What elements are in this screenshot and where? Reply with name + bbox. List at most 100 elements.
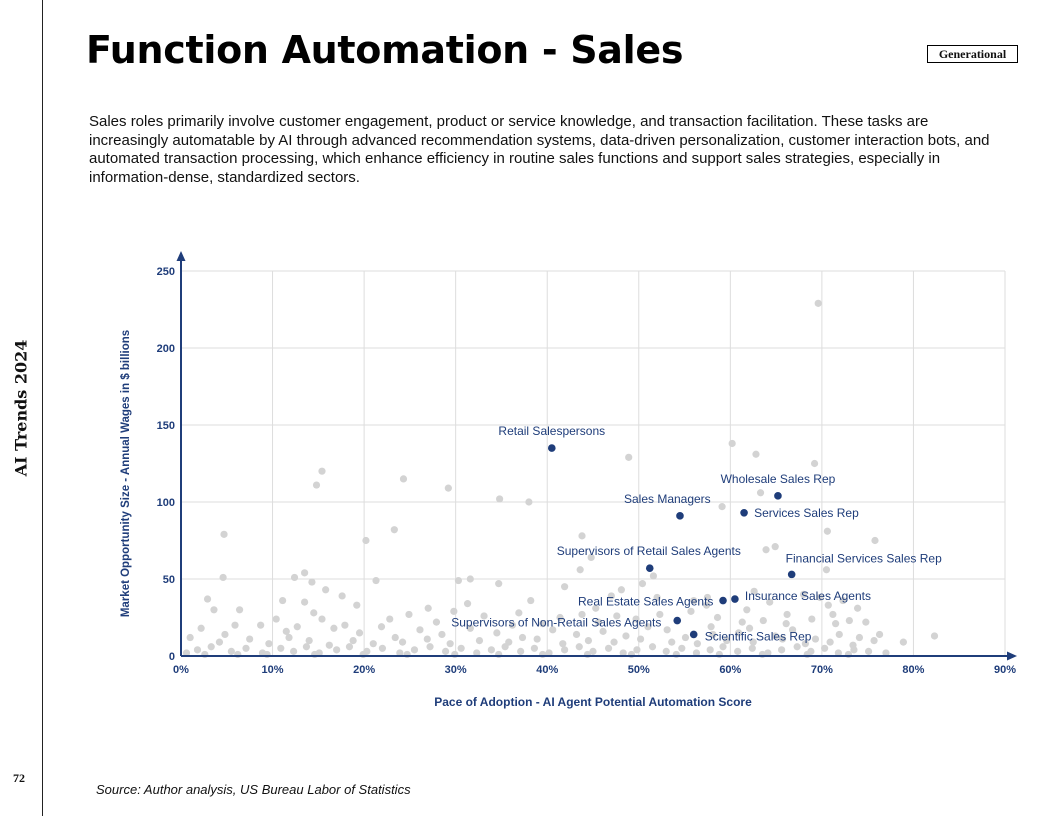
- background-point: [444, 484, 452, 492]
- background-point: [305, 637, 313, 645]
- background-point: [308, 578, 316, 586]
- background-point: [788, 626, 797, 634]
- background-point: [576, 566, 584, 574]
- background-point: [301, 598, 309, 606]
- background-point: [728, 439, 736, 448]
- background-point: [312, 481, 321, 489]
- x-tick-label: 10%: [262, 664, 284, 676]
- background-point: [518, 633, 527, 642]
- background-point: [293, 623, 301, 631]
- point-label: Scientific Sales Rep: [705, 629, 812, 643]
- background-point: [619, 649, 627, 657]
- background-point: [745, 624, 754, 632]
- background-point: [633, 646, 641, 654]
- background-point: [752, 450, 760, 458]
- x-tick-label: 60%: [719, 664, 741, 676]
- background-points: [182, 299, 939, 659]
- background-point: [771, 632, 779, 640]
- background-point: [353, 601, 361, 609]
- x-axis-arrow: [1007, 651, 1017, 661]
- background-point: [644, 623, 652, 631]
- side-divider: [42, 0, 43, 816]
- background-point: [227, 647, 235, 655]
- background-point: [663, 626, 671, 634]
- background-point: [607, 592, 615, 600]
- background-point: [829, 610, 837, 619]
- background-point: [390, 526, 398, 534]
- background-point: [749, 638, 757, 646]
- background-point: [463, 600, 472, 608]
- y-tick-label: 50: [163, 574, 175, 586]
- background-point: [693, 640, 701, 648]
- y-tick-label: 150: [157, 420, 175, 432]
- background-point: [832, 620, 840, 628]
- x-tick-label: 70%: [811, 664, 833, 676]
- background-point: [707, 623, 715, 631]
- background-point: [533, 635, 541, 643]
- background-point: [265, 640, 273, 648]
- background-point: [584, 637, 593, 645]
- background-point: [738, 618, 746, 626]
- background-point: [246, 635, 254, 643]
- background-point: [592, 604, 600, 612]
- background-point: [517, 647, 525, 655]
- point-label: Sales Managers: [624, 492, 711, 506]
- highlighted-point: [645, 564, 654, 573]
- point-label: Real Estate Sales Agents: [578, 595, 713, 609]
- background-point: [719, 643, 727, 651]
- background-point: [302, 643, 311, 651]
- background-point: [423, 635, 431, 643]
- background-point: [823, 527, 831, 535]
- background-point: [193, 646, 202, 654]
- x-axis-label: Pace of Adoption - AI Agent Potential Au…: [434, 695, 752, 709]
- background-point: [826, 638, 834, 646]
- background-point: [613, 612, 621, 620]
- background-point: [750, 587, 758, 595]
- background-point: [875, 630, 884, 639]
- background-point: [801, 640, 810, 648]
- background-point: [322, 586, 330, 594]
- background-point: [441, 647, 450, 655]
- point-label: Services Sales Rep: [754, 506, 859, 520]
- background-point: [257, 621, 265, 629]
- background-point: [508, 621, 517, 629]
- chart-grid: [181, 270, 1006, 656]
- background-point: [473, 649, 481, 657]
- background-point: [871, 536, 879, 545]
- background-point: [318, 467, 326, 475]
- background-point: [656, 610, 664, 619]
- background-point: [285, 633, 293, 642]
- background-point: [231, 621, 239, 629]
- background-point: [457, 644, 465, 652]
- background-point: [235, 606, 244, 614]
- background-point: [766, 598, 774, 606]
- y-tick-label: 100: [157, 497, 175, 509]
- background-point: [839, 596, 847, 605]
- background-point: [703, 593, 712, 602]
- background-point: [713, 613, 722, 622]
- background-point: [578, 610, 586, 619]
- background-point: [810, 459, 819, 468]
- background-point: [432, 618, 441, 626]
- background-point: [743, 606, 751, 614]
- background-point: [687, 607, 695, 615]
- background-point: [349, 637, 357, 645]
- background-point: [378, 644, 387, 652]
- background-point: [410, 646, 419, 654]
- y-tick-label: 250: [157, 266, 175, 278]
- background-point: [756, 489, 765, 497]
- background-point: [594, 618, 603, 626]
- highlighted-labels: Retail Salespersons Wholesale Sales Rep Sa…: [451, 424, 942, 643]
- background-point: [599, 627, 607, 635]
- background-point: [632, 615, 640, 623]
- background-point: [816, 593, 824, 602]
- background-point: [870, 637, 878, 645]
- intro-paragraph: Sales roles primarily involve customer e…: [89, 113, 990, 186]
- background-point: [330, 624, 338, 632]
- background-point: [824, 601, 832, 609]
- chart-axes: [176, 251, 1017, 661]
- background-point: [702, 601, 711, 609]
- point-label: Wholesale Sales Rep: [721, 472, 836, 486]
- background-point: [690, 596, 698, 605]
- background-point: [638, 580, 647, 588]
